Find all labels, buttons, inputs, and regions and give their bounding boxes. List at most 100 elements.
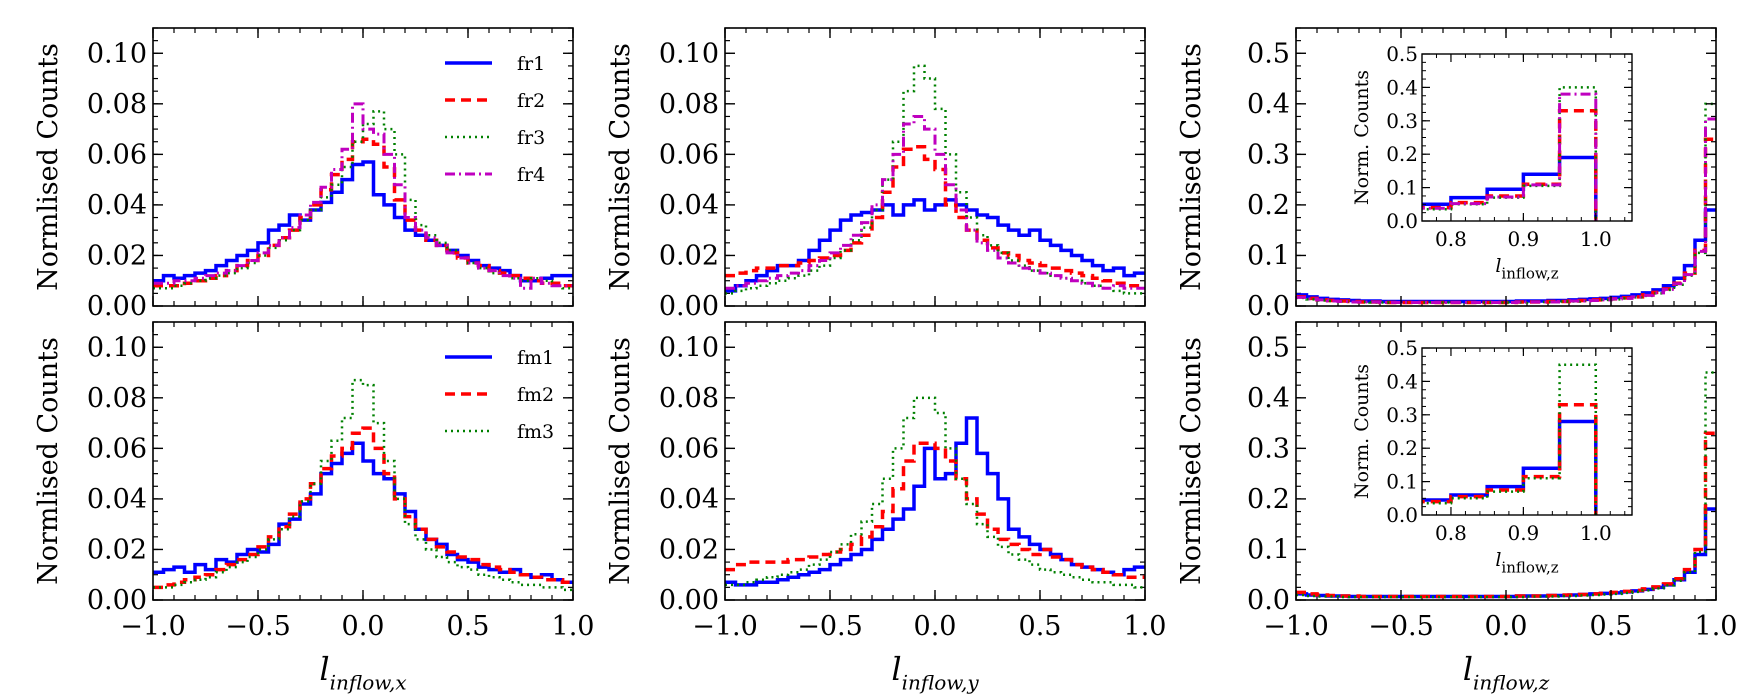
y-tick-label: 0.00 xyxy=(87,291,147,322)
y-tick-label: 0.02 xyxy=(87,534,147,565)
x-tick-label: 0.0 xyxy=(1485,611,1528,642)
inset-x-tick-label: 1.0 xyxy=(1580,227,1612,251)
panel-fm-x: −1.0 −0.5 0.0 0.5 1.0 0.00 0.02 0.04 0.06 0.08 0.1… xyxy=(33,321,595,695)
y-tick-label: 0.10 xyxy=(659,38,719,69)
series-fm1 xyxy=(153,441,573,585)
y-tick-label: 0.06 xyxy=(87,433,147,464)
legend-label-fr2: fr2 xyxy=(517,90,545,112)
x-tick-label: −1.0 xyxy=(692,611,758,642)
legend-label-fr4: fr4 xyxy=(517,164,545,186)
y-axis-label: Normlised Counts xyxy=(605,337,636,585)
y-tick-label: 0.3 xyxy=(1247,139,1290,170)
inset-y-tick-label: 0.1 xyxy=(1386,470,1418,494)
legend: fm1 fm2 fm3 xyxy=(445,347,554,443)
y-tick-label: 0.08 xyxy=(659,383,719,414)
inset-y-tick-label: 0.5 xyxy=(1386,336,1418,360)
series-fr2 xyxy=(153,137,573,288)
inset-series-fm3 xyxy=(1422,363,1598,515)
x-axis-label-main: l xyxy=(891,650,901,688)
inset-frame xyxy=(1421,347,1633,516)
panel-fr-y: 0.00 0.02 0.04 0.06 0.08 0.10 Normlised Counts xyxy=(605,27,1146,322)
x-axis-label: linflow,x xyxy=(319,650,406,695)
inset-y-tick-label: 0.2 xyxy=(1386,436,1418,460)
series-fr2 xyxy=(725,145,1145,288)
y-tick-label: 0.10 xyxy=(87,332,147,363)
inset-x-tick-label: 0.8 xyxy=(1435,227,1467,251)
y-tick-label: 0.06 xyxy=(659,139,719,170)
inset-y-tick-label: 0.3 xyxy=(1386,403,1418,427)
x-tick-label: 0.0 xyxy=(342,611,385,642)
y-tick-label: 0.1 xyxy=(1247,534,1290,565)
y-tick-label: 0.06 xyxy=(659,433,719,464)
inset-y-tick-label: 0.4 xyxy=(1386,75,1418,99)
legend-label-fr1: fr1 xyxy=(517,53,545,75)
inset: 0.8 0.9 1.0 0.0 0.1 0.2 0.3 0.4 0.5 Norm. Counts l… xyxy=(1322,42,1642,282)
series-fm1 xyxy=(725,416,1145,587)
y-tick-label: 0.4 xyxy=(1247,383,1290,414)
y-tick-label: 0.2 xyxy=(1247,190,1290,221)
y-tick-label: 0.10 xyxy=(659,332,719,363)
inset-x-axis-label-main: l xyxy=(1495,255,1501,277)
inset-y-tick-label: 0.4 xyxy=(1386,369,1418,393)
y-tick-label: 0.08 xyxy=(87,89,147,120)
series-fr1 xyxy=(153,160,573,283)
y-tick-label: 0.04 xyxy=(659,484,719,515)
legend-label-fm3: fm3 xyxy=(517,421,554,443)
x-tick-label: −1.0 xyxy=(1263,611,1329,642)
y-axis-label: Normlised Counts xyxy=(33,337,64,585)
series-fm2 xyxy=(1296,431,1716,599)
inset-x-tick-label: 0.9 xyxy=(1507,227,1539,251)
y-tick-label: 0.02 xyxy=(659,240,719,271)
y-tick-label: 0.5 xyxy=(1247,332,1290,363)
inset-y-tick-label: 0.3 xyxy=(1386,109,1418,133)
series-fr4 xyxy=(725,114,1145,290)
inset-y-tick-label: 0.0 xyxy=(1386,209,1418,233)
x-tick-label: 0.5 xyxy=(447,611,490,642)
x-axis-label-main: l xyxy=(319,650,329,688)
panel-fm-z: −1.0 −0.5 0.0 0.5 1.0 0.0 0.1 0.2 0.3 0.4 0.5 Norml… xyxy=(1176,321,1738,695)
y-axis-label: Normlised Counts xyxy=(1176,43,1207,291)
inset-y-tick-label: 0.0 xyxy=(1386,503,1418,527)
y-tick-label: 0.5 xyxy=(1247,38,1290,69)
series-fr3 xyxy=(153,110,573,290)
inset-x-tick-label: 0.9 xyxy=(1507,521,1539,545)
inset-y-tick-label: 0.5 xyxy=(1386,42,1418,66)
x-tick-label: 1.0 xyxy=(552,611,595,642)
panel-fm-y: −1.0 −0.5 0.0 0.5 1.0 0.00 0.02 0.04 0.06 0.08 0.1… xyxy=(605,321,1167,695)
y-tick-label: 0.0 xyxy=(1247,585,1290,616)
series-fm3 xyxy=(1296,371,1716,599)
legend-label-fm1: fm1 xyxy=(517,347,554,369)
y-axis-label: Normlised Counts xyxy=(605,43,636,291)
y-tick-label: 0.4 xyxy=(1247,89,1290,120)
series-fm2 xyxy=(153,426,573,590)
y-tick-label: 0.06 xyxy=(87,139,147,170)
y-tick-label: 0.00 xyxy=(659,291,719,322)
y-tick-label: 0.00 xyxy=(87,585,147,616)
inset-x-tick-label: 0.8 xyxy=(1435,521,1467,545)
inset-x-axis-label: linflow,z xyxy=(1495,255,1558,282)
y-axis-label: Normlised Counts xyxy=(1176,337,1207,585)
y-tick-label: 0.0 xyxy=(1247,291,1290,322)
series-fr4 xyxy=(153,102,573,290)
inset-y-tick-label: 0.2 xyxy=(1386,142,1418,166)
y-tick-label: 0.04 xyxy=(659,190,719,221)
x-axis-label: linflow,z xyxy=(1463,650,1550,695)
inset-y-axis-label: Norm. Counts xyxy=(1351,70,1373,205)
x-tick-label: 1.0 xyxy=(1124,611,1167,642)
y-tick-label: 0.02 xyxy=(659,534,719,565)
y-tick-label: 0.08 xyxy=(87,383,147,414)
x-axis-label-sub: inflow,z xyxy=(1473,671,1550,695)
y-tick-label: 0.04 xyxy=(87,484,147,515)
x-axis-label-sub: inflow,x xyxy=(330,671,407,695)
x-tick-label: −0.5 xyxy=(1368,611,1434,642)
y-tick-label: 0.3 xyxy=(1247,433,1290,464)
x-tick-label: 1.0 xyxy=(1695,611,1738,642)
series-fr1 xyxy=(1296,208,1716,304)
series-fr4 xyxy=(1296,117,1716,304)
legend-label-fr3: fr3 xyxy=(517,127,545,149)
inset-y-axis-label: Norm. Counts xyxy=(1351,364,1373,499)
x-axis-label-sub: inflow,y xyxy=(902,671,980,695)
legend-label-fm2: fm2 xyxy=(517,384,554,406)
inset-x-tick-label: 1.0 xyxy=(1580,521,1612,545)
